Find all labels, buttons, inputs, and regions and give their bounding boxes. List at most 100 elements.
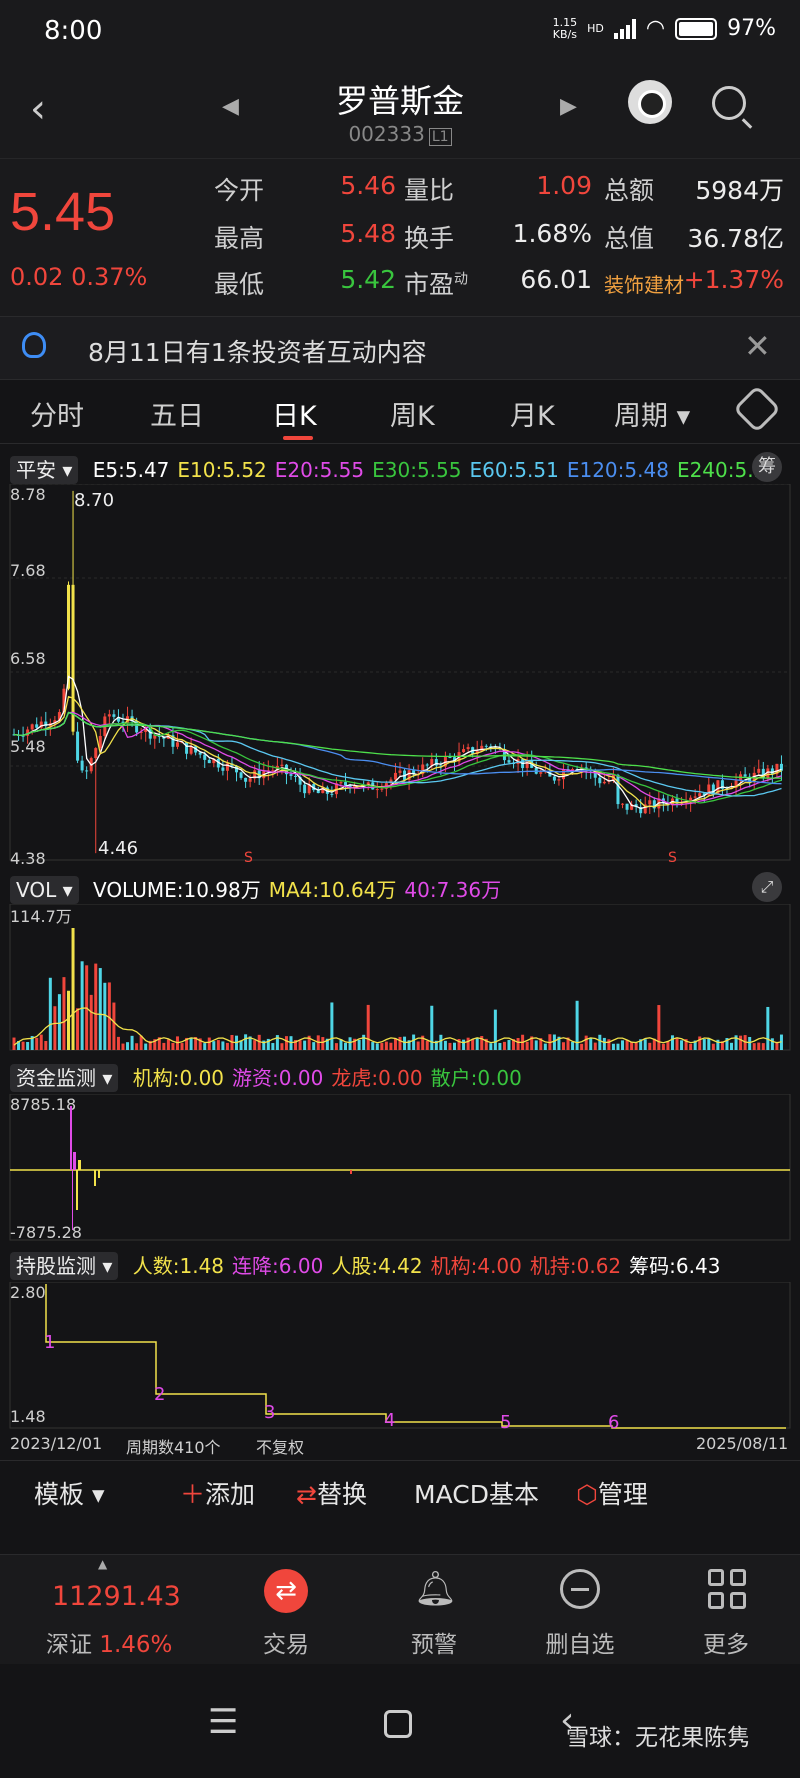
candle-body [298, 776, 302, 785]
quote-label: 装饰建材 [604, 273, 684, 297]
volume-bar [298, 1040, 302, 1050]
more-icon[interactable] [708, 1569, 748, 1609]
search-icon[interactable] [712, 86, 746, 120]
fund-selector[interactable]: 资金监测 ▾ [10, 1064, 119, 1092]
indicator-toolbar: 模板 ▾ ＋添加 ⇄替换 MACD基本 ⬡管理 [0, 1460, 800, 1522]
stock-header: ‹ ◀ 罗普斯金 002333 L1 ▶ [0, 64, 800, 158]
network-speed: 1.15 KB/s [552, 15, 578, 41]
tab-five-day[interactable]: 五日 [150, 401, 204, 432]
volume-bar [448, 1042, 452, 1050]
home-icon[interactable] [384, 1710, 412, 1738]
swap-icon: ⇄ [296, 1480, 317, 1509]
volume-bar [180, 1043, 184, 1050]
candle-body [253, 770, 257, 779]
candle-body [434, 759, 438, 766]
candle-body [761, 768, 765, 778]
volume-bar [439, 1034, 443, 1050]
volume-bar [675, 1037, 679, 1050]
back-nav-icon[interactable]: ‹ [560, 1700, 575, 1741]
nav-more[interactable]: 更多 [703, 1632, 749, 1658]
volume-bar [575, 1000, 579, 1050]
hold-selector[interactable]: 持股监测 ▾ [10, 1252, 119, 1280]
mascot-icon[interactable] [628, 80, 672, 124]
manage-button[interactable]: ⬡管理 [576, 1480, 648, 1509]
close-icon[interactable]: ✕ [744, 327, 771, 365]
volume-bar [475, 1037, 479, 1050]
trade-icon[interactable]: ⇄ [264, 1569, 308, 1613]
nav-trade[interactable]: 交易 [263, 1632, 309, 1658]
volume-bar [434, 1040, 438, 1050]
fund-chart[interactable]: 8785.18 -7875.28 [0, 1094, 800, 1244]
legend-item: 机构:0.00 [132, 1066, 225, 1090]
index-value[interactable]: 11291.43 [52, 1581, 181, 1612]
candle-body [289, 774, 293, 776]
volume-bar [621, 1040, 625, 1050]
candle-body [743, 774, 747, 777]
index-name-change[interactable]: 深证 1.46% [46, 1632, 173, 1658]
candle-body [407, 770, 411, 780]
tab-period[interactable]: 周期 ▾ [614, 401, 691, 432]
settings-icon[interactable] [732, 384, 782, 434]
prev-stock-icon[interactable]: ◀ [222, 94, 239, 119]
candle-body [203, 754, 207, 760]
volume-bar [734, 1035, 738, 1050]
fund-bar [98, 1170, 100, 1178]
candle-body [139, 731, 143, 733]
add-button[interactable]: ＋添加 [180, 1480, 256, 1509]
notice-text[interactable]: 8月11日有1条投资者互动内容 [88, 338, 427, 367]
volume-bar [76, 1008, 80, 1050]
tab-weekly-k[interactable]: 周K [390, 401, 435, 432]
bell-icon[interactable]: 🔔︎ [414, 1569, 458, 1609]
tab-daily-k[interactable]: 日K [272, 401, 317, 432]
next-stock-icon[interactable]: ▶ [560, 94, 577, 119]
quote-label: 最高 [214, 224, 265, 253]
holder-step-line [45, 1284, 786, 1429]
vol-selector[interactable]: VOL ▾ [10, 876, 79, 904]
volume-bar [393, 1038, 397, 1050]
axis-end-date: 2025/08/11 [696, 1434, 789, 1453]
candle-body [630, 804, 634, 810]
expand-icon[interactable]: ⤢ [752, 872, 782, 902]
volume-bar [262, 1040, 266, 1050]
kline-selector[interactable]: 平安 ▾ [10, 456, 79, 484]
replace-button[interactable]: ⇄替换 [296, 1480, 367, 1509]
nav-alert[interactable]: 预警 [411, 1632, 457, 1658]
tab-monthly-k[interactable]: 月K [510, 401, 555, 432]
legend-item: E5:5.47 [92, 458, 170, 482]
legend-item: VOLUME:10.98万 [92, 878, 261, 902]
legend-item: 龙虎:0.00 [331, 1066, 423, 1090]
volume-bar [344, 1042, 348, 1050]
candle-body [775, 763, 779, 775]
candle-body [35, 724, 39, 728]
candle-body [648, 800, 652, 805]
moving-average-line [13, 711, 782, 806]
candle-body [639, 807, 643, 814]
volume-bar [116, 1036, 120, 1050]
chip-button[interactable]: 筹 [752, 452, 782, 482]
candle-body [698, 793, 702, 797]
quote-value: 66.01 [520, 265, 592, 294]
kline-chart[interactable]: 8.78 7.68 6.58 5.48 4.38 8.70 4.46 S S [0, 484, 800, 870]
candle-body [693, 796, 697, 798]
signal-icon [613, 18, 636, 39]
candle-body [757, 768, 761, 773]
level-badge: L1 [428, 128, 452, 146]
collapse-icon[interactable]: ▲ [98, 1557, 108, 1571]
macd-button[interactable]: MACD基本 [414, 1480, 539, 1509]
remove-watch-icon[interactable] [560, 1569, 600, 1609]
notice-bar[interactable]: 8月11日有1条投资者互动内容 ✕ [0, 316, 800, 380]
holding-chart[interactable]: 2.80 1.48 1 2 3 4 5 6 [0, 1282, 800, 1432]
quote-value: 1.09 [536, 171, 592, 200]
high-price-label: 8.70 [74, 490, 114, 511]
hold-legend: 持股监测 ▾ 人数:1.48 连降:6.00 人股:4.42 机构:4.00 机持:0.… [10, 1250, 720, 1280]
candle-body [398, 770, 402, 773]
candle-body [779, 763, 783, 771]
nav-remove-watch[interactable]: 删自选 [545, 1632, 615, 1658]
hold-axis-top: 2.80 [10, 1283, 46, 1302]
tab-intraday[interactable]: 分时 [30, 401, 84, 432]
adjust-mode: 不复权 [256, 1438, 305, 1457]
template-dropdown[interactable]: 模板 ▾ [34, 1480, 105, 1509]
back-icon[interactable]: ‹ [30, 86, 46, 132]
menu-icon[interactable]: ☰ [208, 1702, 239, 1742]
volume-chart[interactable]: 114.7万 [0, 904, 800, 1054]
